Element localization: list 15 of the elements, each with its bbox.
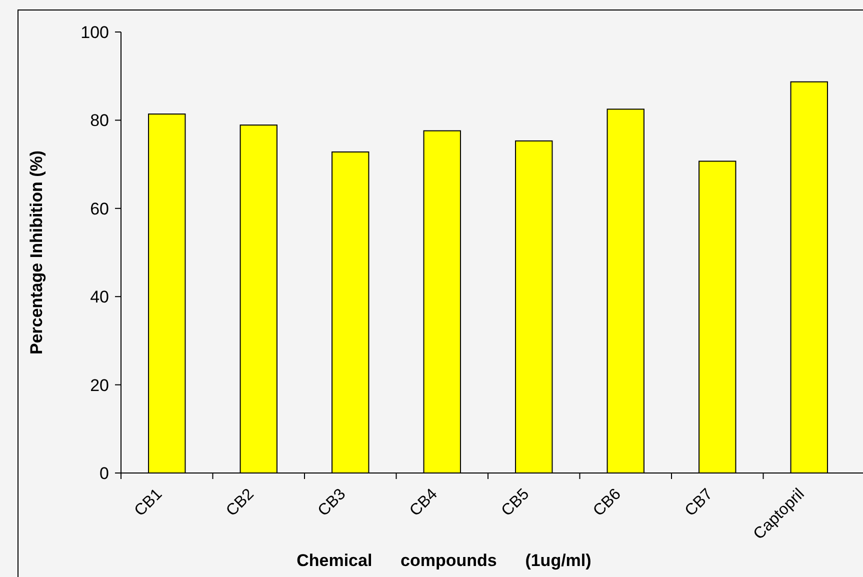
x-tick-label: CB4 bbox=[406, 486, 441, 520]
x-tick-label: CB7 bbox=[682, 486, 716, 520]
y-axis-title: Percentage Inhibition (%) bbox=[27, 150, 46, 355]
y-tick-label: 60 bbox=[90, 199, 109, 218]
x-tick-label: CB2 bbox=[223, 486, 258, 520]
x-axis-title: Chemical compounds (1ug/ml) bbox=[296, 551, 592, 570]
y-tick-label: 80 bbox=[90, 111, 109, 130]
y-tick-label: 100 bbox=[80, 22, 109, 42]
x-tick-label: CB5 bbox=[498, 486, 533, 520]
x-tick-label: CB1 bbox=[132, 486, 166, 520]
x-tick-label: CB3 bbox=[315, 486, 350, 520]
x-tick-label: CB6 bbox=[590, 486, 624, 520]
y-tick-label: 0 bbox=[100, 464, 109, 483]
y-tick-label: 40 bbox=[90, 288, 109, 307]
y-tick-label: 20 bbox=[90, 376, 109, 395]
